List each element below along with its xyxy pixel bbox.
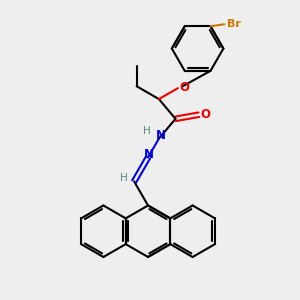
Text: H: H bbox=[143, 126, 151, 136]
Text: N: N bbox=[156, 129, 166, 142]
Text: N: N bbox=[144, 148, 154, 161]
Text: O: O bbox=[180, 81, 190, 94]
Text: H: H bbox=[120, 173, 128, 184]
Text: Br: Br bbox=[227, 19, 241, 29]
Text: O: O bbox=[201, 108, 211, 121]
